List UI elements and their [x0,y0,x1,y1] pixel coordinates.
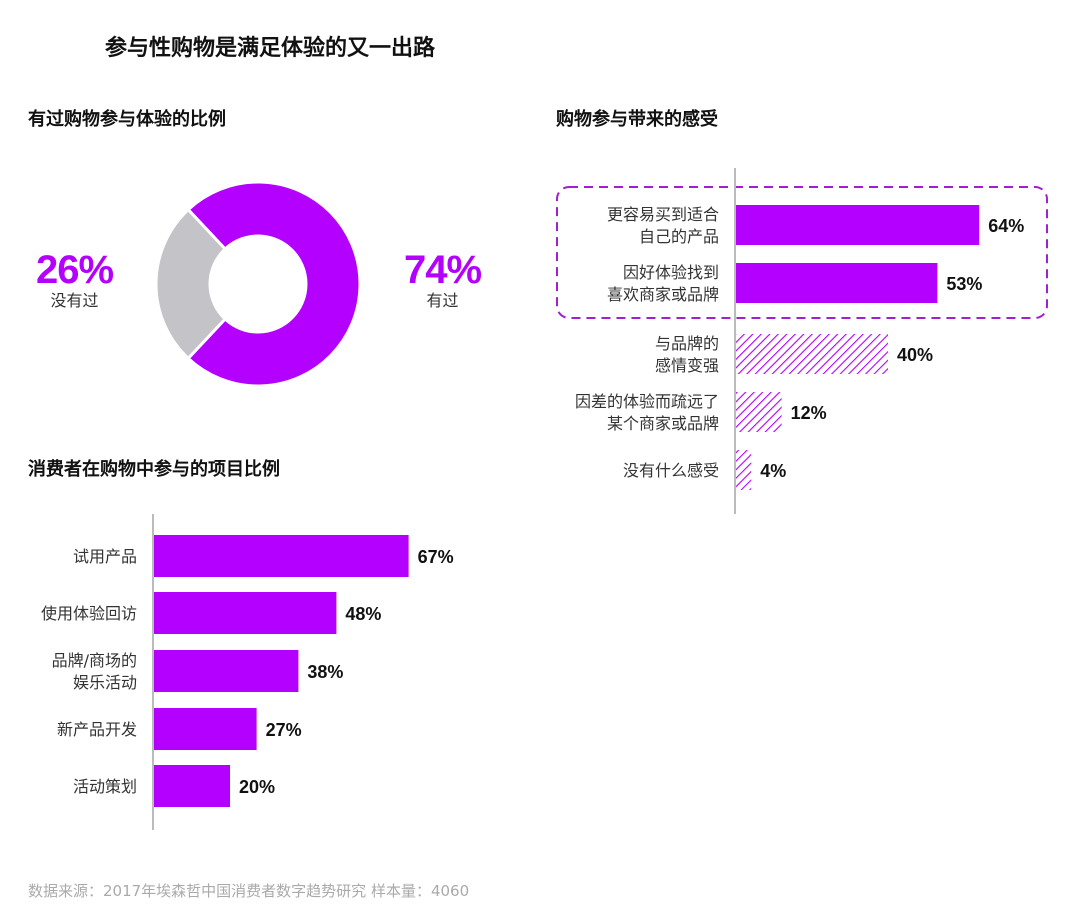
bar-4 [736,450,752,490]
bar-2 [154,650,299,692]
data-source-note: 数据来源：2017年埃森哲中国消费者数字趋势研究 样本量：4060 [28,882,470,900]
items-chart-title: 消费者在购物中参与的项目比例 [28,459,280,480]
page-title: 参与性购物是满足体验的又一出路 [105,36,436,61]
category-label-line: 试用产品 [73,547,137,566]
value-label-4: 20% [239,777,275,797]
value-label-2: 38% [307,662,343,682]
bar-4 [154,765,230,807]
legend-yes: 74% 有过 [390,248,495,311]
items-bar-chart: 67% 试用产品 48% 使用体验回访 38% 品牌/商场的娱乐活动 27% 新产品开发 20%… [41,514,454,830]
value-label-3: 27% [266,720,302,740]
category-label-3: 因差的体验而疏远了某个商家或品牌 [575,392,719,433]
category-label-4: 没有什么感受 [623,461,719,480]
bar-3 [736,392,782,432]
category-label-line: 娱乐活动 [73,673,137,692]
value-label-1: 48% [345,604,381,624]
highlight-dashed-box [556,186,1048,319]
category-label-line: 因好体验找到 [623,263,719,282]
no-label: 没有过 [50,291,99,310]
donut-chart [154,180,362,388]
value-label-0: 64% [988,216,1024,236]
category-label-2: 品牌/商场的娱乐活动 [52,651,137,692]
donut-slice-0 [186,180,362,388]
value-label-3: 12% [791,403,827,423]
yes-label: 有过 [426,291,459,310]
category-label-line: 活动策划 [73,777,137,796]
bar-2 [736,334,888,374]
donut-chart-title: 有过购物参与体验的比例 [28,109,226,130]
category-label-line: 感情变强 [655,356,719,375]
category-label-3: 新产品开发 [57,720,137,739]
value-label-0: 67% [418,547,454,567]
bar-1 [154,592,337,634]
feelings-bar-chart: 64% 更容易买到适合自己的产品 53% 因好体验找到喜欢商家或品牌 40% 与品牌的感情… [556,168,1048,514]
value-label-4: 4% [760,461,786,481]
bar-0 [154,535,409,577]
category-label-line: 新产品开发 [57,720,137,739]
category-label-0: 试用产品 [73,547,137,566]
category-label-line: 自己的产品 [639,227,719,246]
category-label-line: 使用体验回访 [41,604,137,623]
bar-0 [736,205,980,245]
category-label-line: 因差的体验而疏远了 [575,392,719,411]
category-label-line: 更容易买到适合 [607,205,719,224]
yes-percent: 74% [403,248,482,292]
category-label-1: 使用体验回访 [41,604,137,623]
donut-slice-1 [154,207,228,361]
category-label-4: 活动策划 [73,777,137,796]
category-label-0: 更容易买到适合自己的产品 [607,205,719,246]
category-label-2: 与品牌的感情变强 [655,334,719,375]
value-label-2: 40% [897,345,933,365]
category-label-line: 某个商家或品牌 [607,414,719,433]
value-label-1: 53% [946,274,982,294]
bar-1 [736,263,938,303]
category-label-line: 喜欢商家或品牌 [607,285,719,304]
category-label-line: 品牌/商场的 [52,651,137,670]
bar-3 [154,708,257,750]
category-label-line: 没有什么感受 [623,461,719,480]
category-label-line: 与品牌的 [655,334,719,353]
category-label-1: 因好体验找到喜欢商家或品牌 [607,263,719,304]
legend-no: 26% 没有过 [22,248,127,311]
feelings-chart-title: 购物参与带来的感受 [556,109,718,130]
no-percent: 26% [35,248,114,292]
